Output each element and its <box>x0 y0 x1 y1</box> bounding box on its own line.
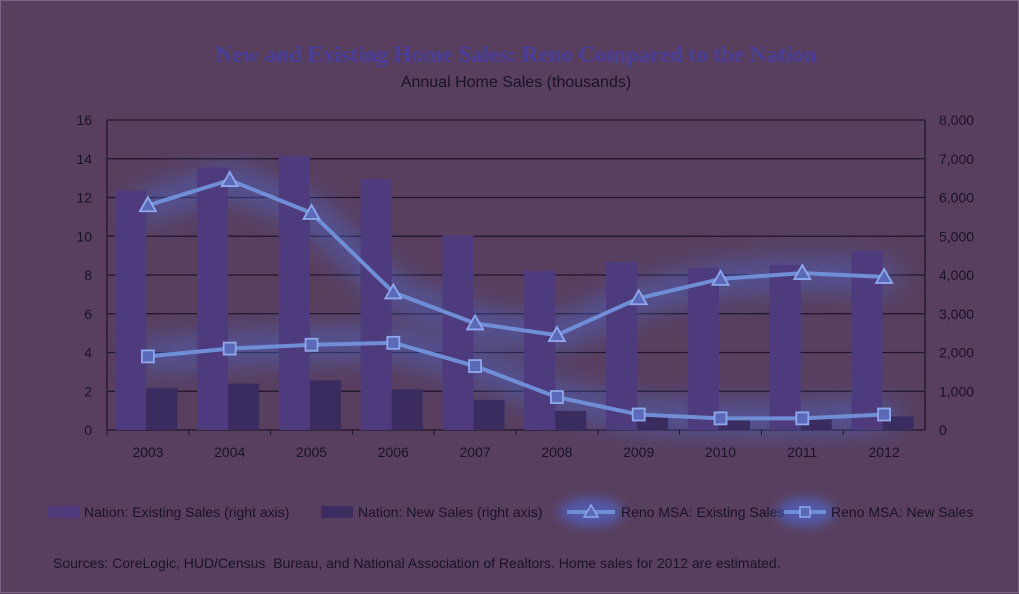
bar-nation-new <box>391 389 423 430</box>
point-reno-new <box>631 407 646 422</box>
left-tick-label: 10 <box>76 228 92 244</box>
bar-nation-new <box>473 399 505 430</box>
left-tick-label: 16 <box>76 112 92 128</box>
bar-nation-new <box>555 411 587 430</box>
point-reno-new <box>140 349 155 364</box>
bar-nation-new <box>309 380 341 430</box>
x-tick-label: 2005 <box>296 444 327 460</box>
point-reno-existing <box>138 195 158 213</box>
bar-nation-existing <box>115 190 147 430</box>
line-reno-existing <box>147 178 885 338</box>
point-reno-new <box>304 337 319 352</box>
point-reno-new <box>550 390 564 404</box>
right-tick-label: 6,000 <box>939 190 974 206</box>
lines <box>138 170 894 426</box>
point-reno-new <box>386 335 401 350</box>
x-tick-label: 2009 <box>623 444 654 460</box>
point-reno-existing <box>301 203 322 220</box>
point-reno-existing <box>792 263 812 280</box>
source-note: Sources: CoreLogic, HUD/Census Bureau, a… <box>53 555 781 571</box>
x-tick-label: 2003 <box>132 444 163 460</box>
bar-nation-existing <box>687 267 719 430</box>
point-reno-existing <box>465 313 485 331</box>
point-reno-new <box>795 411 810 426</box>
point-reno-existing <box>629 288 649 306</box>
x-tick-label: 2004 <box>214 444 245 460</box>
bar-nation-existing <box>605 261 638 430</box>
legend-marker <box>799 506 811 518</box>
bar-nation-existing <box>769 264 801 430</box>
bar-nation-new <box>146 387 178 430</box>
x-tick-label: 2008 <box>541 444 572 460</box>
bar-nation-existing <box>278 155 310 430</box>
right-tick-label: 3,000 <box>939 306 974 322</box>
left-tick-label: 0 <box>84 422 92 438</box>
left-tick-label: 8 <box>84 267 92 283</box>
right-tick-label: 7,000 <box>939 151 974 167</box>
right-tick-label: 1,000 <box>939 383 974 399</box>
x-tick-label: 2006 <box>378 444 409 460</box>
bar-nation-existing <box>524 270 556 430</box>
x-tick-label: 2012 <box>869 444 900 460</box>
point-reno-existing <box>220 170 240 187</box>
left-tick-label: 2 <box>84 383 92 399</box>
bar-nation-existing <box>360 178 392 430</box>
left-tick-label: 6 <box>84 306 92 322</box>
chart-title: New and Existing Home Sales: Reno Compar… <box>216 42 817 67</box>
point-reno-existing <box>547 325 567 342</box>
legend-swatch <box>321 506 353 518</box>
line-reno-new <box>147 340 885 421</box>
bar-nation-existing <box>442 235 474 430</box>
point-reno-new <box>877 407 891 422</box>
bar-nation-new <box>228 383 260 430</box>
right-tick-label: 0 <box>939 422 947 438</box>
legend-label: Nation: Existing Sales (right axis) <box>84 504 289 520</box>
left-tick-label: 12 <box>76 190 92 206</box>
point-reno-existing <box>710 269 731 286</box>
point-reno-new <box>468 359 483 373</box>
x-tick-label: 2010 <box>705 444 736 460</box>
right-tick-label: 4,000 <box>939 267 974 283</box>
bar-nation-existing <box>196 167 229 430</box>
right-tick-label: 2,000 <box>939 345 974 361</box>
chart-subtitle: Annual Home Sales (thousands) <box>401 74 631 91</box>
legend-label: Reno MSA: New Sales <box>831 504 973 520</box>
right-tick-label: 8,000 <box>939 112 974 128</box>
axes: 0 2 4 6 8 10 12 14 16 0 1,000 2,000 3,000 4,000 5,000 6… <box>76 112 974 460</box>
point-reno-existing <box>383 282 403 300</box>
legend: Nation: Existing Sales (right axis) Natio… <box>47 498 973 526</box>
left-tick-label: 14 <box>76 151 92 167</box>
legend-label: Nation: New Sales (right axis) <box>358 504 542 520</box>
point-reno-new <box>222 341 237 356</box>
left-tick-label: 4 <box>84 345 92 361</box>
legend-marker <box>582 503 600 518</box>
x-tick-label: 2011 <box>787 444 817 460</box>
legend-label: Reno MSA: Existing Sales <box>621 504 784 520</box>
bars <box>115 155 914 430</box>
point-reno-new <box>713 411 728 426</box>
legend-swatch <box>47 506 79 518</box>
right-tick-label: 5,000 <box>939 228 974 244</box>
x-tick-label: 2007 <box>460 444 491 460</box>
point-reno-existing <box>874 267 894 284</box>
